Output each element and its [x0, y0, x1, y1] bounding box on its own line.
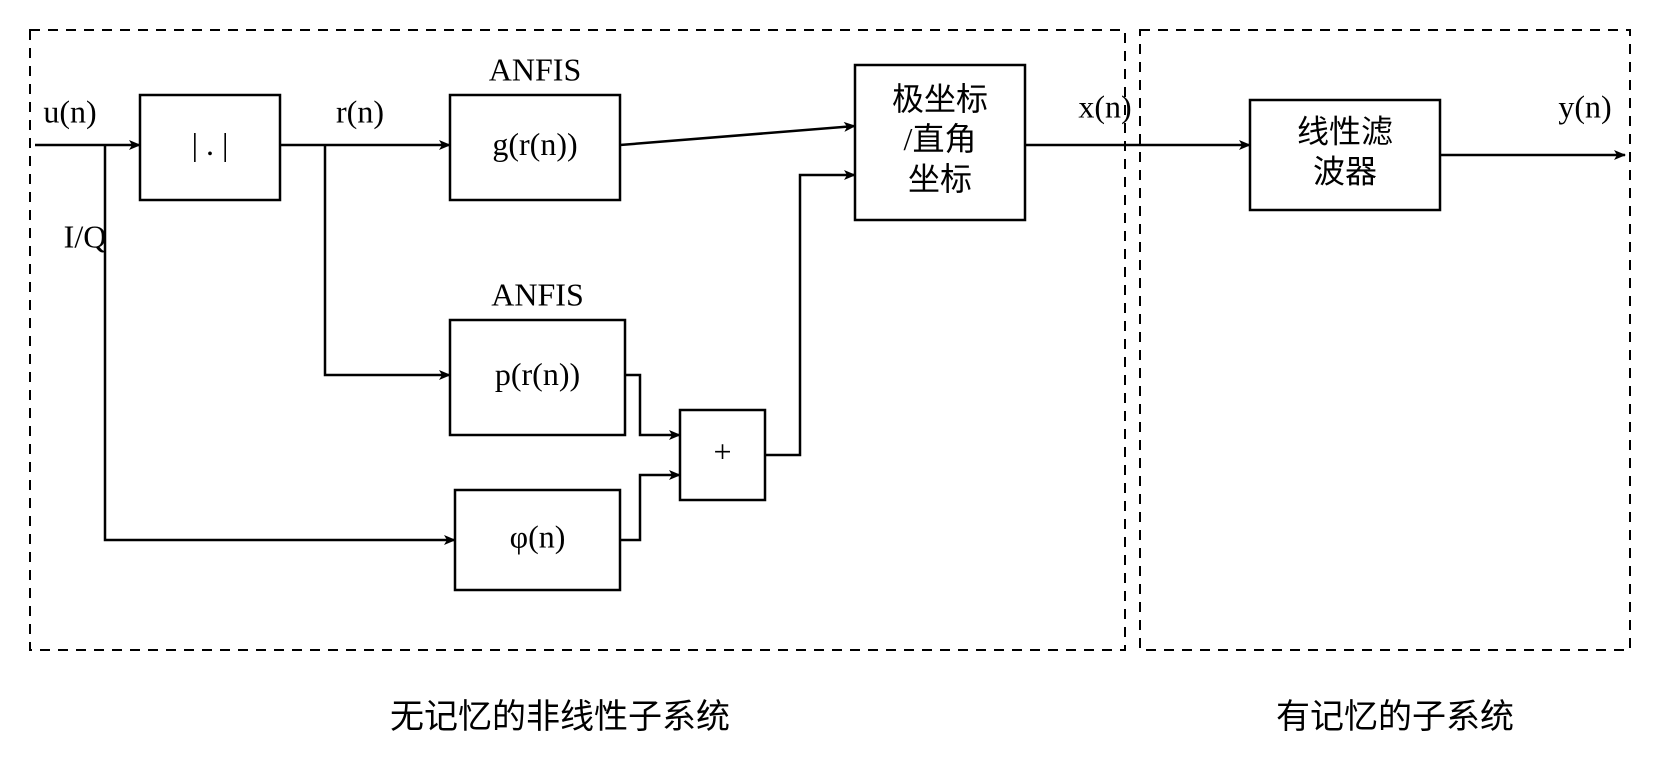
signal-r: r(n) [336, 93, 384, 129]
node-text-polar-1: /直角 [904, 121, 977, 157]
edge-phi-to-plus [620, 475, 680, 540]
signal-y: y(n) [1558, 88, 1611, 124]
node-text-filter-1: 波器 [1313, 153, 1377, 189]
node-toplabel-g: ANFIS [489, 51, 581, 87]
caption-left: 无记忆的非线性子系统 [390, 698, 730, 736]
signal-x: x(n) [1078, 88, 1131, 124]
edge-iq-branch [105, 145, 455, 540]
node-text-polar-0: 极坐标 [892, 81, 988, 117]
node-plus: + [680, 410, 765, 500]
node-toplabel-p: ANFIS [491, 276, 583, 312]
node-text-polar-2: 坐标 [908, 161, 972, 197]
node-polar: 极坐标/直角坐标 [855, 65, 1025, 220]
edge-plus-to-polar [765, 175, 855, 455]
edge-r-to-p [325, 145, 450, 375]
signal-u: u(n) [43, 93, 96, 129]
node-abs: | . | [140, 95, 280, 200]
node-g: g(r(n)) ANFIS [450, 51, 620, 200]
node-text-phi-0: φ(n) [510, 518, 566, 554]
edge-g-to-polar [620, 126, 855, 145]
node-text-abs-0: | . | [192, 126, 229, 162]
caption-right: 有记忆的子系统 [1276, 698, 1514, 736]
node-p: p(r(n)) ANFIS [450, 276, 625, 435]
node-phi: φ(n) [455, 490, 620, 590]
signal-iq: I/Q [64, 218, 107, 254]
node-filter: 线性滤波器 [1250, 100, 1440, 210]
node-text-plus-0: + [713, 433, 731, 469]
node-text-p-0: p(r(n)) [495, 356, 580, 392]
node-text-g-0: g(r(n)) [492, 126, 577, 162]
node-text-filter-0: 线性滤 [1297, 113, 1393, 149]
edge-p-to-plus [625, 375, 680, 435]
captions-layer: 无记忆的非线性子系统 有记忆的子系统 [390, 698, 1514, 736]
